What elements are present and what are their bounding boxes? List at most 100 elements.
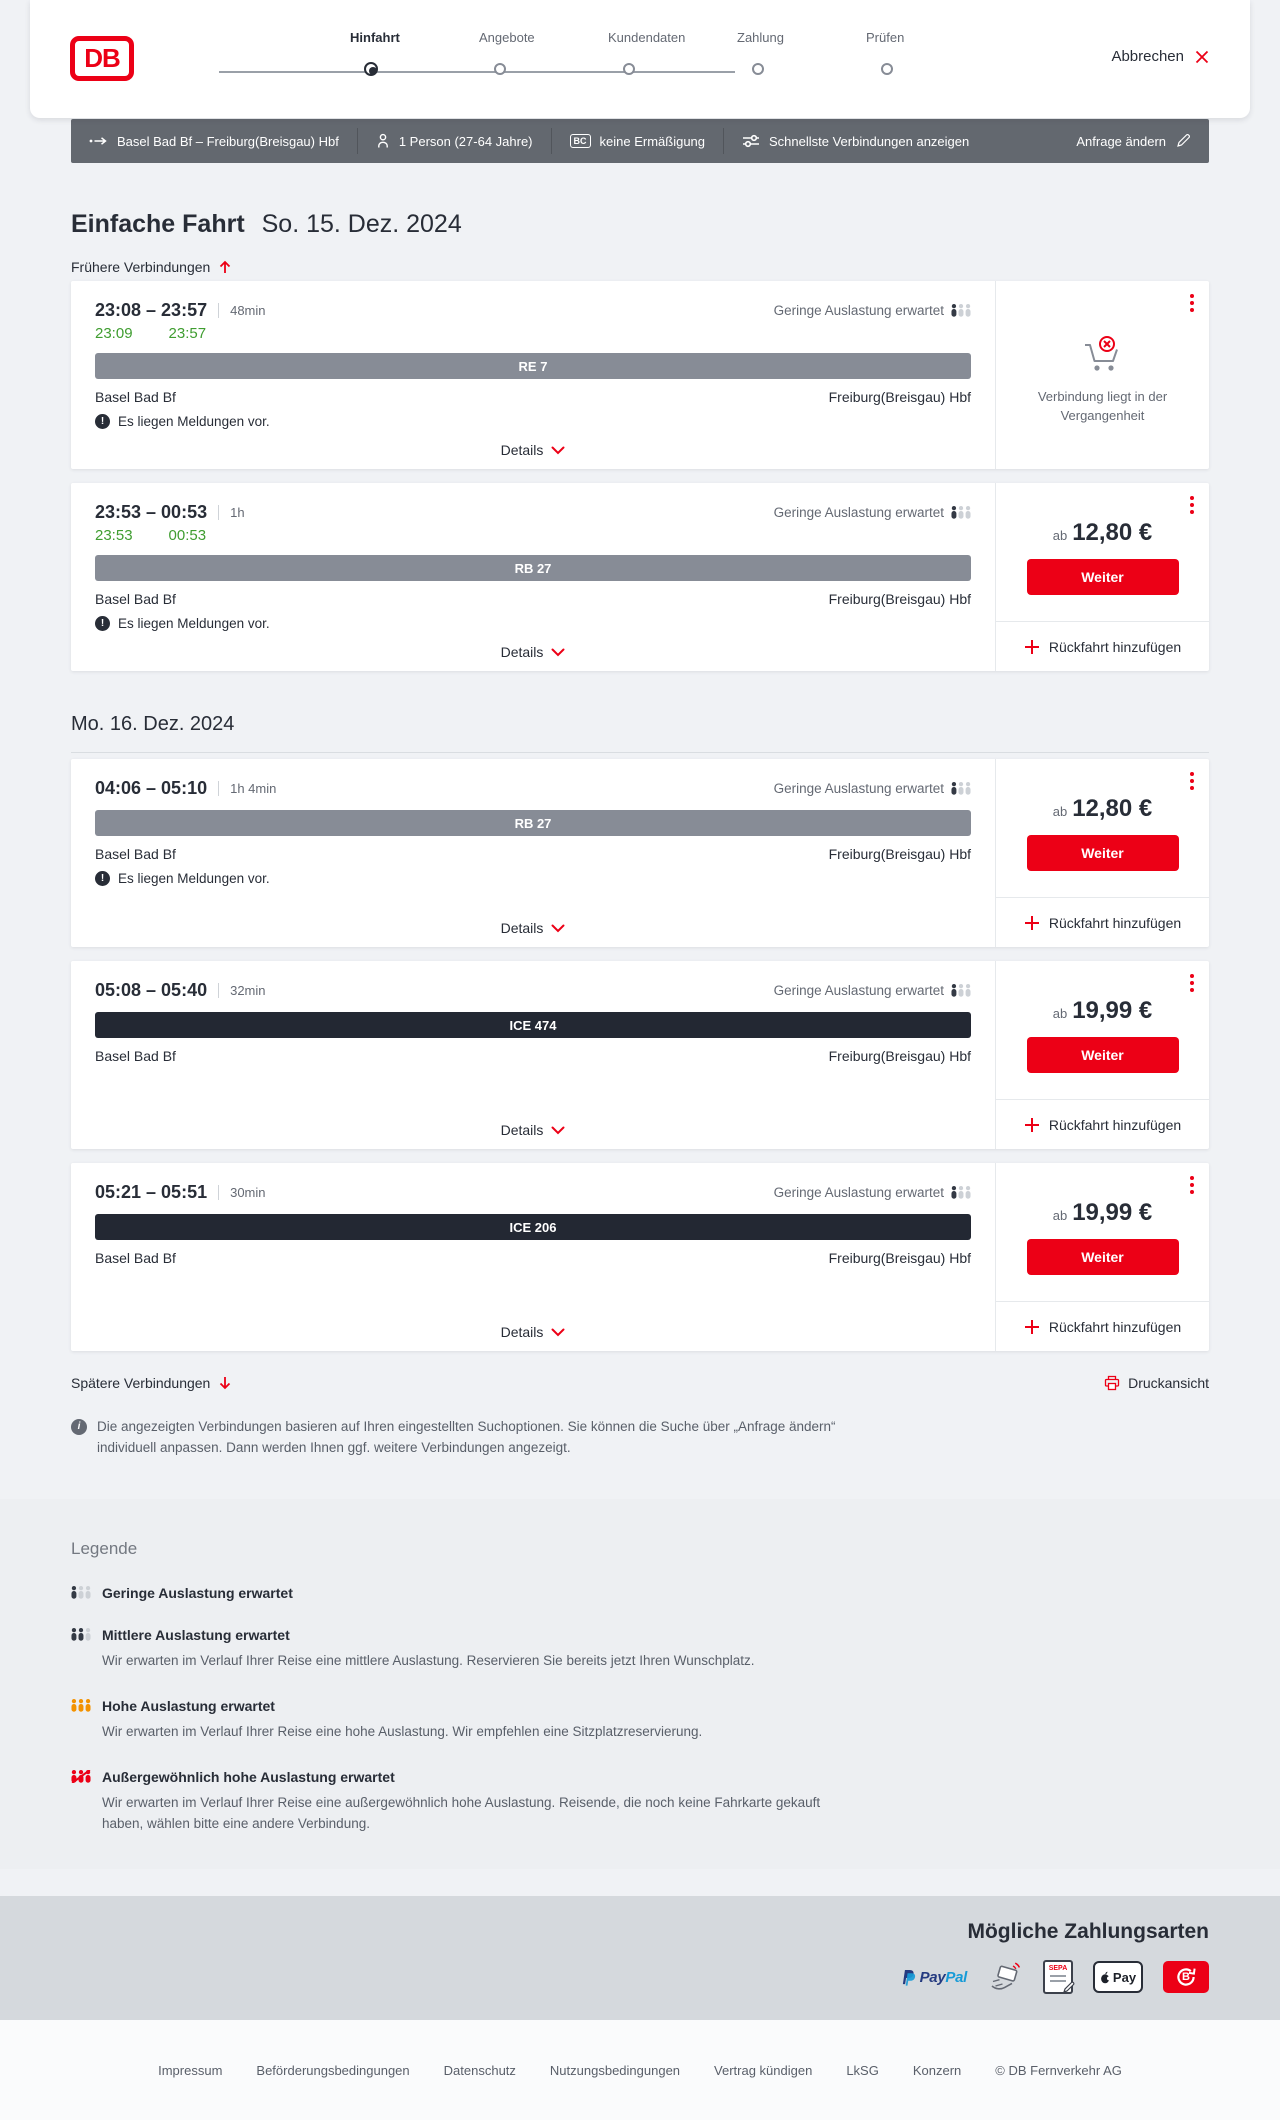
print-view-label: Druckansicht: [1128, 1375, 1209, 1391]
options-menu-button[interactable]: [1188, 292, 1196, 314]
divider: [218, 983, 220, 998]
print-view-link[interactable]: Druckansicht: [1104, 1375, 1209, 1391]
db-logo[interactable]: DB: [70, 36, 134, 81]
connection-summary[interactable]: 04:06 – 05:10 1h 4min Geringe Auslastung…: [71, 759, 995, 947]
price: ab 12,80 €: [1053, 795, 1153, 823]
printer-icon: [1104, 1375, 1120, 1391]
price: ab 19,99 €: [1053, 1199, 1153, 1227]
price: ab 19,99 €: [1053, 997, 1153, 1025]
connection-aside: ab 12,80 € Weiter Rückfahrt hinzufügen: [995, 759, 1209, 947]
options-menu-button[interactable]: [1188, 1174, 1196, 1196]
options-menu-button[interactable]: [1188, 972, 1196, 994]
continue-button[interactable]: Weiter: [1026, 559, 1179, 595]
continue-button[interactable]: Weiter: [1026, 1037, 1179, 1073]
notice-text: Es liegen Meldungen vor.: [118, 616, 270, 631]
connection-summary[interactable]: 23:53 – 00:53 1h Geringe Auslastung erwa…: [71, 483, 995, 671]
details-toggle[interactable]: Details: [95, 1312, 971, 1340]
price-prefix: ab: [1052, 1208, 1068, 1223]
options-menu-button[interactable]: [1188, 494, 1196, 516]
connection-card: 23:53 – 00:53 1h Geringe Auslastung erwa…: [71, 483, 1209, 671]
sepa-icon: SEPA: [1043, 1960, 1075, 1994]
details-toggle[interactable]: Details: [95, 1110, 971, 1138]
destination-station: Freiburg(Breisgau) Hbf: [828, 389, 971, 405]
summary-route: Basel Bad Bf – Freiburg(Breisgau) Hbf: [71, 128, 357, 154]
divider: [218, 303, 220, 318]
footer-link-konzern[interactable]: Konzern: [912, 2062, 962, 2078]
occupancy-exceptional-icon: [71, 1770, 91, 1784]
details-toggle[interactable]: Details: [95, 908, 971, 936]
footer-link-befoerderungsbedingungen[interactable]: Beförderungsbedingungen: [256, 2062, 410, 2078]
destination-station: Freiburg(Breisgau) Hbf: [828, 846, 971, 862]
step-dot: [881, 63, 893, 75]
occupancy-label: Geringe Auslastung erwartet: [773, 303, 944, 318]
options-menu-button[interactable]: [1188, 770, 1196, 792]
add-return-label: Rückfahrt hinzufügen: [1048, 1318, 1182, 1335]
details-toggle[interactable]: Details: [95, 430, 971, 458]
occupancy-label: Geringe Auslastung erwartet: [773, 505, 944, 520]
later-connections-link[interactable]: Spätere Verbindungen: [71, 1375, 232, 1391]
alert-icon: !: [95, 871, 110, 886]
search-summary-bar: Basel Bad Bf – Freiburg(Breisgau) Hbf 1 …: [71, 119, 1209, 163]
step-label: Prüfen: [866, 30, 905, 45]
step-label: Angebote: [479, 30, 535, 45]
paypal-text: Pay: [919, 1968, 946, 1986]
notice-row: ! Es liegen Meldungen vor.: [95, 414, 971, 429]
legend-item-medium: Mittlere Auslastung erwartet Wir erwarte…: [71, 1627, 1209, 1672]
footer-link-datenschutz[interactable]: Datenschutz: [443, 2062, 516, 2078]
continue-button[interactable]: Weiter: [1026, 835, 1179, 871]
footer-link-nutzungsbedingungen[interactable]: Nutzungsbedingungen: [549, 2062, 681, 2078]
fastest-connections-link[interactable]: Schnellste Verbindungen anzeigen: [723, 128, 987, 154]
legend-section: Legende Geringe Auslastung erwartet Mitt…: [0, 1498, 1280, 1869]
occupancy-indicator: Geringe Auslastung erwartet: [774, 781, 971, 796]
summary-passengers: 1 Person (27-64 Jahre): [356, 128, 551, 154]
add-return-button[interactable]: Rückfahrt hinzufügen: [996, 621, 1209, 671]
legend-title: Legende: [71, 1538, 138, 1558]
add-return-label: Rückfahrt hinzufügen: [1048, 914, 1182, 931]
edit-request-button[interactable]: Anfrage ändern: [1058, 128, 1209, 154]
cancel-button[interactable]: Abbrechen: [1111, 48, 1210, 65]
cancel-label: Abbrechen: [1111, 48, 1184, 65]
legend-label: Außergewöhnlich hohe Auslastung erwartet: [102, 1768, 395, 1785]
occupancy-label: Geringe Auslastung erwartet: [773, 1185, 944, 1200]
footer-link-lksg[interactable]: LkSG: [846, 2062, 879, 2078]
footer-link-impressum[interactable]: Impressum: [158, 2062, 223, 2078]
connection-card: 04:06 – 05:10 1h 4min Geringe Auslastung…: [71, 759, 1209, 947]
passengers-text: 1 Person (27-64 Jahre): [398, 133, 533, 149]
occupancy-indicator: Geringe Auslastung erwartet: [774, 1185, 971, 1200]
legend-item-low: Geringe Auslastung erwartet: [71, 1585, 1209, 1601]
plus-icon: [1024, 915, 1040, 931]
route-text: Basel Bad Bf – Freiburg(Breisgau) Hbf: [117, 133, 339, 149]
add-return-label: Rückfahrt hinzufügen: [1048, 638, 1182, 655]
continue-button[interactable]: Weiter: [1026, 1239, 1179, 1275]
price-value: 12,80 €: [1072, 519, 1153, 546]
add-return-button[interactable]: Rückfahrt hinzufügen: [996, 1099, 1209, 1149]
step-label: Zahlung: [737, 30, 784, 45]
top-header: DB Hinfahrt Angebote Kundendaten Zahlung…: [30, 0, 1250, 118]
trip-date: So. 15. Dez. 2024: [261, 210, 462, 238]
close-icon: [1194, 49, 1210, 65]
connection-duration: 1h: [230, 505, 245, 520]
add-return-button[interactable]: Rückfahrt hinzufügen: [996, 1301, 1209, 1351]
summary-discount: BC keine Ermäßigung: [550, 128, 724, 154]
payments-title: Mögliche Zahlungsarten: [967, 1920, 1209, 1943]
price-value: 12,80 €: [1072, 795, 1153, 822]
alert-glyph: !: [100, 873, 105, 884]
later-connections-label: Spätere Verbindungen: [71, 1375, 211, 1391]
step-label: Kundendaten: [608, 30, 686, 45]
realtime-departure: 23:09: [95, 325, 133, 342]
footer-link-vertrag-kuendigen[interactable]: Vertrag kündigen: [714, 2062, 813, 2078]
bahn-bonus-letter: B: [1182, 1970, 1190, 1983]
occupancy-label: Geringe Auslastung erwartet: [773, 983, 944, 998]
earlier-connections-link[interactable]: Frühere Verbindungen: [71, 259, 232, 275]
search-options-info: i Die angezeigten Verbindungen basieren …: [71, 1417, 861, 1499]
legend-description: Wir erwarten im Verlauf Ihrer Reise eine…: [102, 1794, 821, 1831]
plus-icon: [1024, 1117, 1040, 1133]
connection-summary[interactable]: 05:21 – 05:51 30min Geringe Auslastung e…: [71, 1163, 995, 1351]
add-return-button[interactable]: Rückfahrt hinzufügen: [996, 897, 1209, 947]
connection-summary[interactable]: 05:08 – 05:40 32min Geringe Auslastung e…: [71, 961, 995, 1149]
price-value: 19,99 €: [1072, 997, 1153, 1024]
details-toggle[interactable]: Details: [95, 632, 971, 660]
apple-pay-icon: Pay: [1093, 1961, 1143, 1993]
connection-summary[interactable]: 23:08 – 23:57 48min Geringe Auslastung e…: [71, 281, 995, 469]
occupancy-label: Geringe Auslastung erwartet: [773, 781, 944, 796]
